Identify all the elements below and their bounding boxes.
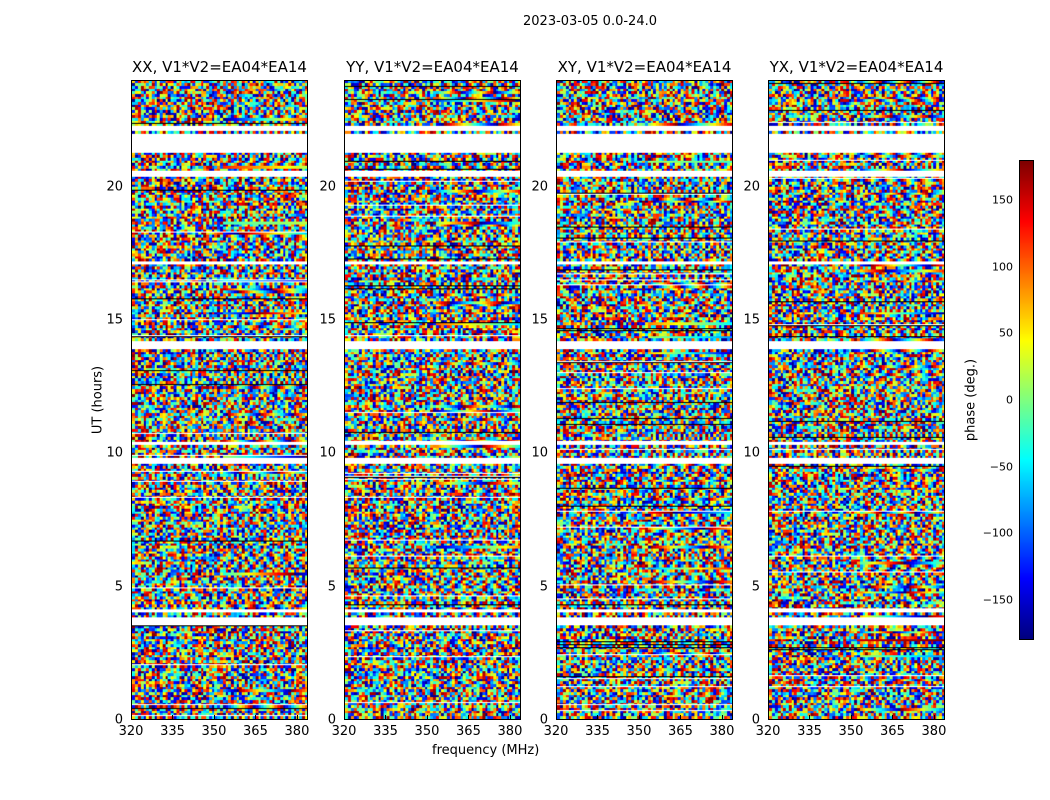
y-tick-label: 20 <box>319 179 336 195</box>
y-tick-label: 20 <box>106 179 123 195</box>
x-tick-mark <box>556 715 557 720</box>
x-tick-mark <box>213 715 215 720</box>
y-tick-label: 20 <box>743 179 760 195</box>
x-tick-label: 335 <box>160 724 185 739</box>
colorbar-tick-label: −100 <box>982 526 1013 540</box>
x-tick-mark <box>721 715 723 720</box>
y-tick-label: 10 <box>531 445 548 461</box>
x-tick-label: 380 <box>497 724 523 739</box>
x-tick-mark <box>850 715 852 720</box>
x-tick-label: 380 <box>709 724 735 739</box>
y-tick-label: 15 <box>319 312 336 328</box>
x-tick-mark <box>597 715 599 720</box>
x-tick-label: 365 <box>243 724 268 739</box>
x-tick-mark <box>680 715 682 720</box>
x-tick-label: 380 <box>284 724 310 739</box>
x-tick-mark <box>468 715 470 720</box>
y-tick-label: 10 <box>743 445 760 461</box>
colorbar <box>1019 160 1034 640</box>
y-tick-label: 20 <box>531 179 548 195</box>
x-tick-mark <box>172 715 174 720</box>
x-tick-label: 350 <box>838 724 864 739</box>
colorbar-tick-label: −50 <box>989 460 1013 474</box>
panel-yx: YX, V1*V2=EA04*EA14 0 5 10 15 20 320 335 350 365 3… <box>743 58 946 739</box>
colorbar-tick-label: 100 <box>992 260 1013 274</box>
x-tick-mark <box>255 715 257 720</box>
y-tick-label: 10 <box>106 445 123 461</box>
x-tick-mark <box>131 715 132 720</box>
heatmap <box>556 80 733 720</box>
colorbar-tick-label: 150 <box>992 193 1013 207</box>
y-tick-label: 0 <box>327 712 336 728</box>
x-tick-label: 335 <box>797 724 822 739</box>
x-tick-label: 335 <box>373 724 398 739</box>
panel-title: XY, V1*V2=EA04*EA14 <box>557 58 732 76</box>
colorbar-tick-label: 50 <box>999 326 1013 340</box>
y-tick-label: 15 <box>531 312 548 328</box>
y-tick-label: 15 <box>743 312 760 328</box>
y-tick-label: 0 <box>114 712 123 728</box>
figure-title: 2023-03-05 0.0-24.0 <box>523 14 657 29</box>
x-tick-mark <box>509 715 511 720</box>
x-tick-mark <box>933 715 935 720</box>
panel-title: XX, V1*V2=EA04*EA14 <box>132 58 307 76</box>
y-tick-label: 15 <box>106 312 123 328</box>
x-tick-label: 320 <box>543 724 569 739</box>
x-tick-mark <box>638 715 640 720</box>
y-axis-label: UT (hours) <box>90 365 106 435</box>
heatmap <box>768 80 945 720</box>
x-tick-label: 335 <box>585 724 610 739</box>
x-tick-label: 350 <box>414 724 440 739</box>
x-tick-label: 320 <box>755 724 781 739</box>
x-tick-label: 365 <box>456 724 481 739</box>
x-tick-label: 380 <box>921 724 947 739</box>
colorbar-tick-label: −150 <box>982 593 1013 607</box>
x-tick-label: 365 <box>880 724 905 739</box>
panel-xy: XY, V1*V2=EA04*EA14 0 5 10 15 20 320 335 350 365 3… <box>531 58 734 739</box>
panel-title: YX, V1*V2=EA04*EA14 <box>769 58 944 76</box>
y-tick-label: 5 <box>539 579 548 595</box>
panel-title: YY, V1*V2=EA04*EA14 <box>346 58 519 76</box>
x-tick-label: 350 <box>201 724 227 739</box>
x-tick-mark <box>296 715 298 720</box>
x-tick-mark <box>385 715 387 720</box>
y-tick-label: 5 <box>114 579 123 595</box>
x-tick-mark <box>809 715 811 720</box>
y-tick-label: 5 <box>751 579 760 595</box>
x-tick-mark <box>892 715 894 720</box>
y-tick-label: 0 <box>751 712 760 728</box>
heatmap <box>344 80 521 720</box>
x-tick-label: 365 <box>668 724 693 739</box>
panel-xx: XX, V1*V2=EA04*EA14 0 5 10 15 20 320 335 350 365 3… <box>106 58 309 739</box>
x-tick-mark <box>426 715 428 720</box>
y-tick-label: 5 <box>327 579 336 595</box>
colorbar-label: phase (deg.) <box>963 358 979 442</box>
x-tick-mark <box>768 715 769 720</box>
x-tick-mark <box>344 715 345 720</box>
x-axis-label: frequency (MHz) <box>432 743 540 758</box>
y-tick-label: 10 <box>319 445 336 461</box>
x-tick-label: 320 <box>118 724 144 739</box>
y-tick-label: 0 <box>539 712 548 728</box>
heatmap <box>131 80 308 720</box>
panel-yy: YY, V1*V2=EA04*EA14 0 5 10 15 20 320 335 350 365 3… <box>319 58 522 739</box>
colorbar-tick-label: 0 <box>1006 393 1013 407</box>
x-tick-label: 320 <box>331 724 357 739</box>
x-tick-label: 350 <box>626 724 652 739</box>
